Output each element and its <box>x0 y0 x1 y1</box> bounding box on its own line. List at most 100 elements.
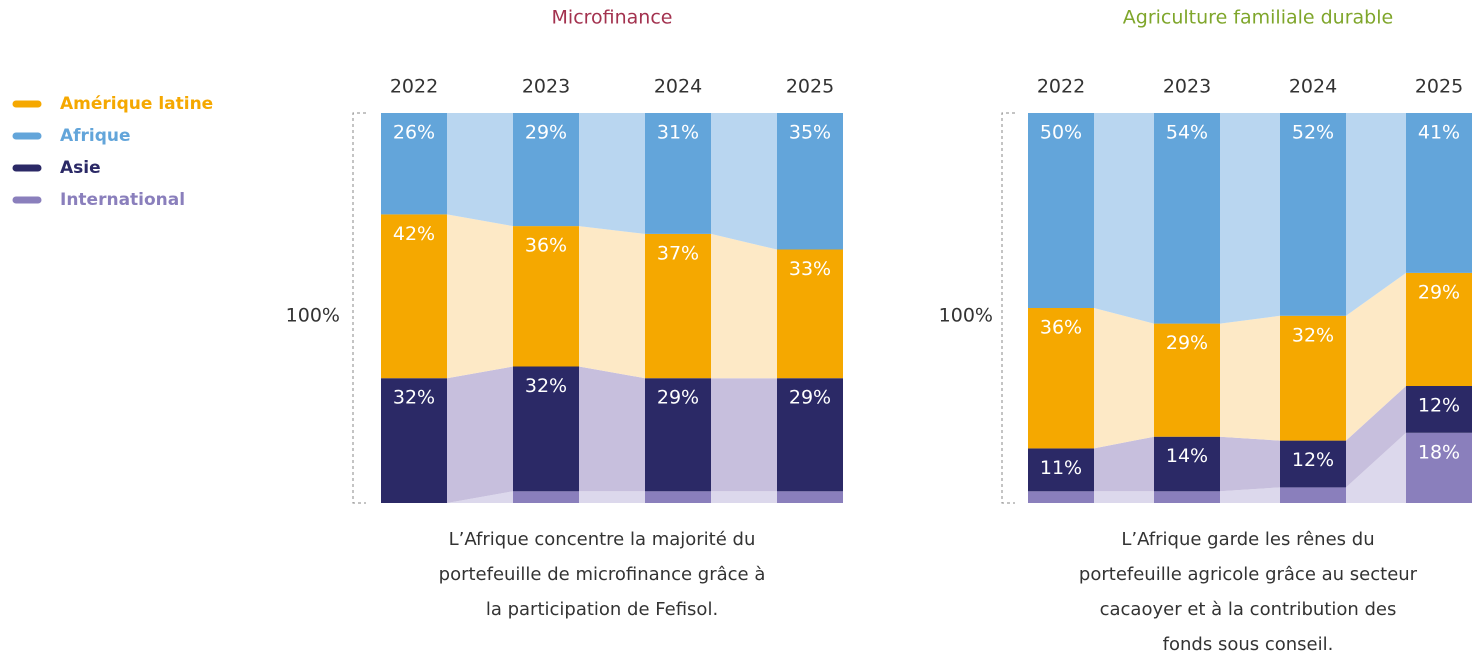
flow-band <box>711 491 777 503</box>
bar-segment <box>1280 487 1346 503</box>
data-label: 36% <box>525 235 567 257</box>
flow-band <box>579 113 645 234</box>
data-label: 54% <box>1166 122 1208 144</box>
flow-band <box>579 491 645 503</box>
data-label: 29% <box>657 387 699 409</box>
bar-segment <box>1280 440 1346 488</box>
flow-band <box>711 113 777 250</box>
x-tick-label: 2023 <box>522 76 570 98</box>
caption: portefeuille agricole grâce au secteur <box>1079 564 1418 585</box>
bar-segment <box>1280 315 1346 441</box>
data-label: 18% <box>1418 441 1460 463</box>
data-label: 12% <box>1292 449 1334 471</box>
bar-segment <box>1028 113 1094 308</box>
bar-segment <box>1280 113 1346 316</box>
legend-label: Asie <box>60 158 101 178</box>
data-label: 37% <box>657 242 699 264</box>
data-label: 29% <box>1418 281 1460 303</box>
bar-segment <box>1406 272 1472 386</box>
flow-band <box>1220 487 1280 503</box>
x-tick-label: 2023 <box>1163 76 1211 98</box>
bar-segment <box>1028 491 1094 503</box>
flow-band <box>1220 113 1280 324</box>
data-label: 26% <box>393 122 435 144</box>
flow-band <box>711 233 777 379</box>
data-label: 42% <box>393 223 435 245</box>
bar-segment <box>1028 308 1094 449</box>
flow-band <box>447 113 513 227</box>
caption: fonds sous conseil. <box>1163 634 1334 653</box>
flow-band <box>1220 436 1280 492</box>
flow-band <box>1346 113 1406 316</box>
legend-label: International <box>60 190 185 210</box>
data-label: 35% <box>789 122 831 144</box>
data-label: 36% <box>1040 317 1082 339</box>
flow-band <box>1094 308 1154 449</box>
caption: L’Afrique garde les rênes du <box>1121 529 1374 550</box>
legend-label: Amérique latine <box>60 94 213 114</box>
bracket <box>352 112 366 504</box>
bar-segment <box>777 491 843 503</box>
flow-band <box>711 378 777 492</box>
bracket <box>1001 112 1015 504</box>
bar-segment <box>777 378 843 492</box>
x-tick-label: 2022 <box>390 76 438 98</box>
data-label: 11% <box>1040 457 1082 479</box>
flow-band <box>1346 432 1406 503</box>
y-axis-label: 100% <box>286 305 340 327</box>
bar-segment <box>381 214 447 379</box>
data-label: 50% <box>1040 122 1082 144</box>
caption: portefeuille de microfinance grâce à <box>439 564 766 585</box>
data-label: 32% <box>1292 324 1334 346</box>
bar-segment <box>1406 386 1472 433</box>
bar-segment <box>513 491 579 503</box>
bar-segment <box>1406 432 1472 503</box>
data-label: 14% <box>1166 445 1208 467</box>
data-label: 32% <box>525 375 567 397</box>
data-label: 29% <box>1166 332 1208 354</box>
flow-band <box>579 366 645 492</box>
bar-segment <box>645 378 711 492</box>
caption: la participation de Fefisol. <box>486 599 718 620</box>
caption: L’Afrique concentre la majorité du <box>449 529 756 550</box>
bar-segment <box>645 113 711 234</box>
flow-band <box>1346 272 1406 441</box>
y-axis-label: 100% <box>939 305 993 327</box>
caption: cacaoyer et à la contribution des <box>1100 599 1397 620</box>
legend-label: Afrique <box>60 126 131 146</box>
bar-segment <box>645 233 711 379</box>
flow-band <box>447 214 513 379</box>
bar-segment <box>513 226 579 367</box>
bar-segment <box>1154 323 1220 437</box>
data-label: 32% <box>393 387 435 409</box>
data-label: 33% <box>789 258 831 280</box>
data-label: 12% <box>1418 395 1460 417</box>
bar-segment <box>1154 113 1220 324</box>
bar-segment <box>381 113 447 215</box>
data-label: 31% <box>657 122 699 144</box>
chart-title: Microfinance <box>552 7 673 29</box>
flow-band <box>1094 491 1154 503</box>
bar-segment <box>1154 491 1220 503</box>
flow-band <box>1094 436 1154 492</box>
flow-band <box>1094 113 1154 324</box>
x-tick-label: 2025 <box>786 76 834 98</box>
x-tick-label: 2024 <box>654 76 702 98</box>
data-label: 41% <box>1418 122 1460 144</box>
data-label: 29% <box>789 387 831 409</box>
data-label: 52% <box>1292 122 1334 144</box>
bar-segment <box>1154 436 1220 492</box>
bar-segment <box>1406 113 1472 273</box>
x-tick-label: 2022 <box>1037 76 1085 98</box>
data-label: 29% <box>525 122 567 144</box>
bar-segment <box>513 366 579 492</box>
flow-band <box>447 366 513 503</box>
flow-band <box>1346 386 1406 488</box>
chart-title: Agriculture familiale durable <box>1123 7 1393 29</box>
bar-segment <box>513 113 579 227</box>
x-tick-label: 2024 <box>1289 76 1337 98</box>
flow-band <box>1220 315 1280 441</box>
bar-segment <box>1028 448 1094 492</box>
bar-segment <box>381 378 447 503</box>
